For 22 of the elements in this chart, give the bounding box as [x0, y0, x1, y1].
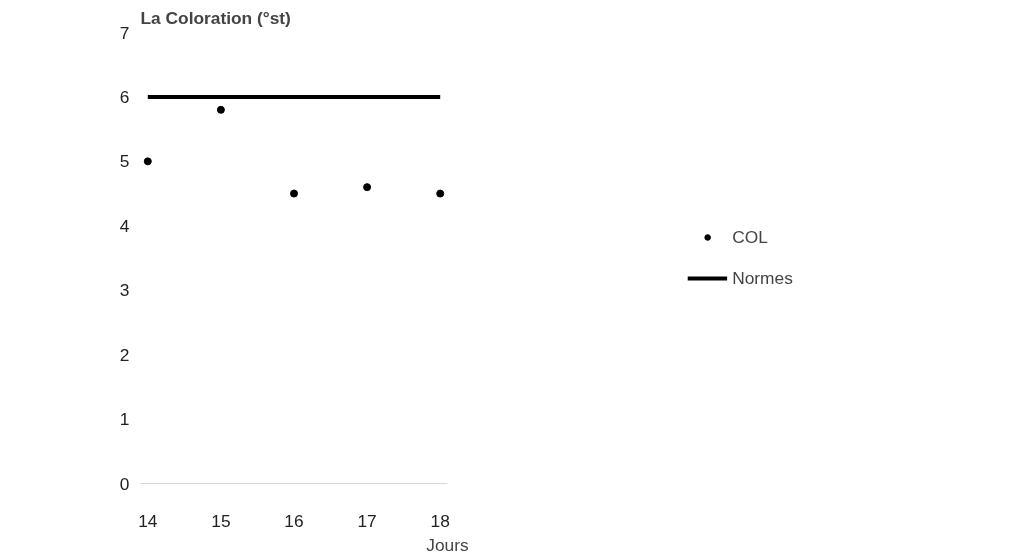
x-tick-label: 15 — [211, 510, 231, 531]
y-tick-label: 0 — [119, 473, 130, 494]
point — [216, 105, 225, 114]
legend-label: COL — [732, 226, 768, 248]
y-tick-label: 6 — [119, 86, 130, 107]
point — [290, 189, 298, 198]
point — [143, 157, 152, 166]
legend-label: Normes — [732, 267, 793, 289]
y-tick-label: 7 — [119, 22, 130, 43]
x-tick-label: 18 — [430, 510, 450, 531]
x-tick-label: 17 — [357, 510, 377, 531]
x-tick-label: 14 — [138, 510, 158, 531]
y-tick-label: 4 — [119, 215, 130, 236]
point — [436, 189, 445, 198]
x-axis-title: Jours — [426, 534, 470, 555]
y-tick-label: 5 — [119, 151, 130, 172]
point — [363, 183, 372, 192]
y-tick-label: 3 — [119, 280, 130, 301]
y-tick-label: 1 — [119, 409, 130, 430]
y-axis-title: La Coloration (°st) — [140, 7, 291, 28]
x-tick-label: 16 — [284, 510, 304, 531]
y-tick-label: 2 — [119, 344, 130, 365]
